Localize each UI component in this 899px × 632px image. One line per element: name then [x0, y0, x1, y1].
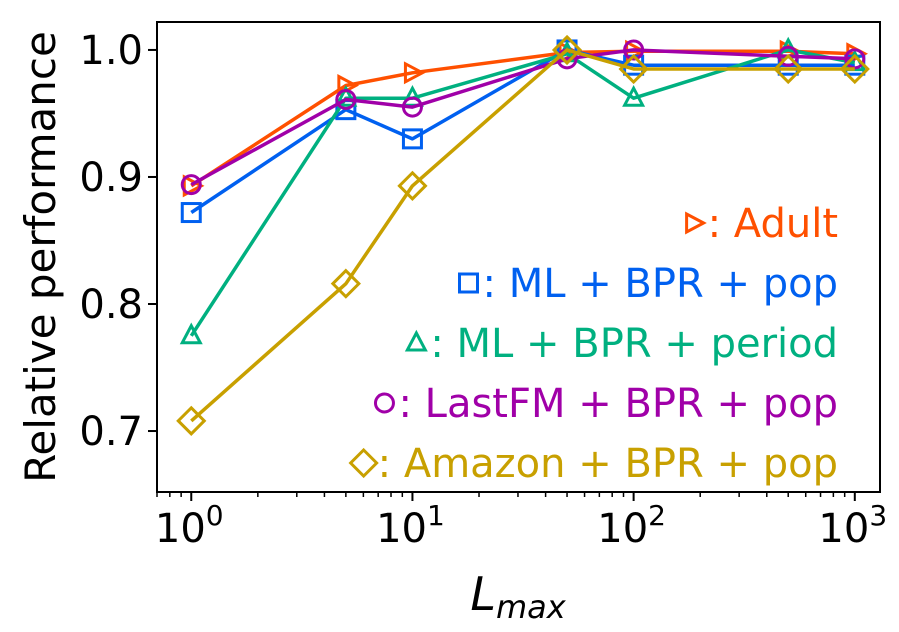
legend-marker-1: [458, 272, 479, 294]
x-tick-base: 10: [818, 506, 869, 552]
x-tick-base: 10: [155, 506, 206, 552]
x-axis-label-subscript: max: [496, 588, 567, 626]
series-1-point-0: [180, 202, 202, 224]
x-tick-exponent: 0: [206, 499, 224, 532]
series-3-point-4: [623, 39, 645, 61]
legend-label-4: : Amazon + BPR + pop: [378, 441, 838, 487]
series-4-point-2: [397, 170, 428, 201]
x-axis-label: Lmax: [470, 567, 566, 626]
y-tick-label-2: 0.9: [79, 155, 143, 201]
x-tick-label-2: 102: [597, 499, 666, 552]
series-1-point-2: [401, 128, 423, 150]
series-4-point-0: [176, 405, 207, 436]
series-4-point-3: [551, 34, 583, 66]
y-tick-label-0: 0.7: [79, 409, 143, 455]
x-tick-label-1: 101: [376, 499, 445, 552]
series-4-point-6: [839, 53, 870, 85]
plot-area: [156, 21, 881, 493]
x-tick-label-0: 100: [155, 499, 224, 552]
x-tick-label-3: 103: [818, 499, 887, 552]
legend-label-2: : ML + BPR + period: [430, 321, 838, 367]
legend-label-3: : LastFM + BPR + pop: [398, 381, 838, 427]
x-tick-exponent: 2: [648, 499, 666, 532]
y-axis-label: Relative performance: [16, 31, 65, 483]
legend-marker-4: [348, 447, 379, 479]
legend-marker-3: [373, 392, 395, 414]
y-tick-label-3: 1.0: [79, 28, 143, 74]
series-2-point-2: [400, 85, 424, 107]
series-3-point-2: [401, 96, 423, 118]
x-axis-label-main: L: [470, 567, 496, 621]
legend-label-1: : ML + BPR + pop: [483, 261, 839, 307]
legend-marker-2: [404, 329, 428, 352]
series-line-4: [190, 48, 855, 423]
series-0-point-2: [403, 61, 426, 85]
x-tick-exponent: 3: [869, 499, 887, 532]
series-2-point-1: [334, 85, 358, 107]
series-4-point-4: [618, 53, 649, 85]
x-tick-base: 10: [597, 506, 648, 552]
series-3-point-5: [777, 45, 799, 67]
series-0-point-0: [182, 174, 205, 198]
series-4-point-5: [773, 53, 804, 85]
series-4: [176, 34, 870, 436]
series-2-point-4: [622, 85, 646, 107]
series-4-point-1: [330, 268, 361, 299]
y-tick-label-1: 0.8: [79, 282, 143, 328]
legend-label-0: : Adult: [708, 201, 838, 247]
series-layer: [176, 34, 870, 436]
x-tick-exponent: 1: [427, 499, 445, 532]
legend: : Adult : ML + BPR + pop : ML + BPR + peri…: [348, 201, 839, 487]
x-tick-base: 10: [376, 506, 427, 552]
legend-marker-0: [685, 211, 707, 235]
series-3-point-0: [180, 174, 202, 196]
series-3-point-1: [335, 88, 357, 110]
series-2-point-0: [179, 322, 203, 345]
